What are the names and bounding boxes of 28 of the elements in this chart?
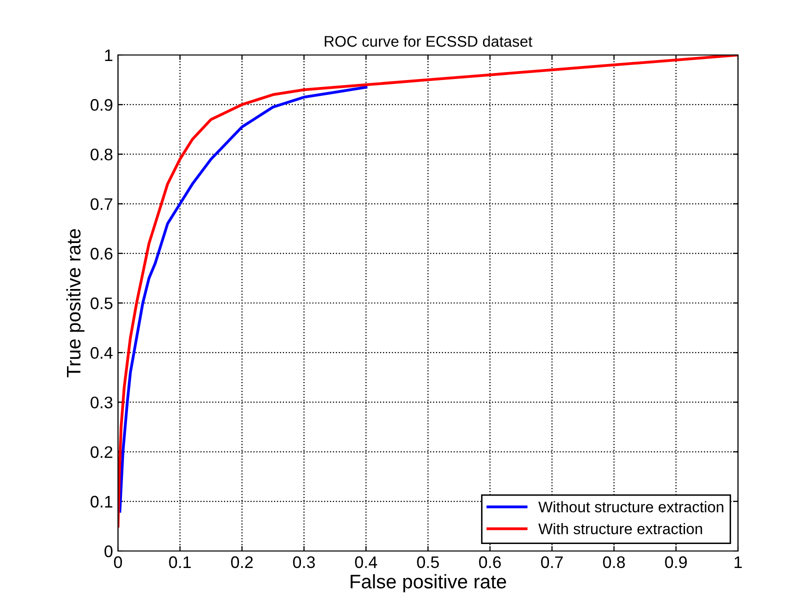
x-axis-title: False positive rate [350,574,506,592]
y-tick-label: 0.7 [90,198,112,210]
y-tick-label: 0.6 [90,248,112,260]
x-tick-label: 0.2 [231,556,253,568]
y-tick-label: 0 [104,545,112,558]
y-tick-label: 0.4 [90,347,113,359]
y-tick-label: 0.1 [90,496,112,508]
y-tick-label: 0.9 [90,99,112,111]
y-tick-label: 0.2 [90,446,112,458]
legend-label: With structure extraction [538,523,702,534]
x-tick-label: 0 [114,556,122,568]
y-tick-label: 0.5 [90,297,112,310]
line-series [118,86,368,513]
y-tick-label: 0.3 [90,396,112,408]
legend-label: Without structure extraction [538,501,724,512]
chart-title: ROC curve for ECSSD dataset [324,36,532,47]
x-tick-label: 0.4 [355,556,378,568]
y-tick-label: 1 [105,50,112,62]
x-tick-label: 0.1 [169,556,191,568]
y-tick-label: 0.8 [90,148,112,160]
x-tick-label: 1 [734,556,742,568]
x-tick-label: 0.5 [417,556,439,568]
y-axis-title: True positive rate [66,229,84,378]
x-tick-label: 0.8 [603,556,625,568]
x-tick-label: 0.9 [665,556,687,568]
x-tick-label: 0.6 [479,556,501,568]
x-tick-label: 0.3 [293,556,315,568]
x-tick-label: 0.7 [541,556,563,568]
